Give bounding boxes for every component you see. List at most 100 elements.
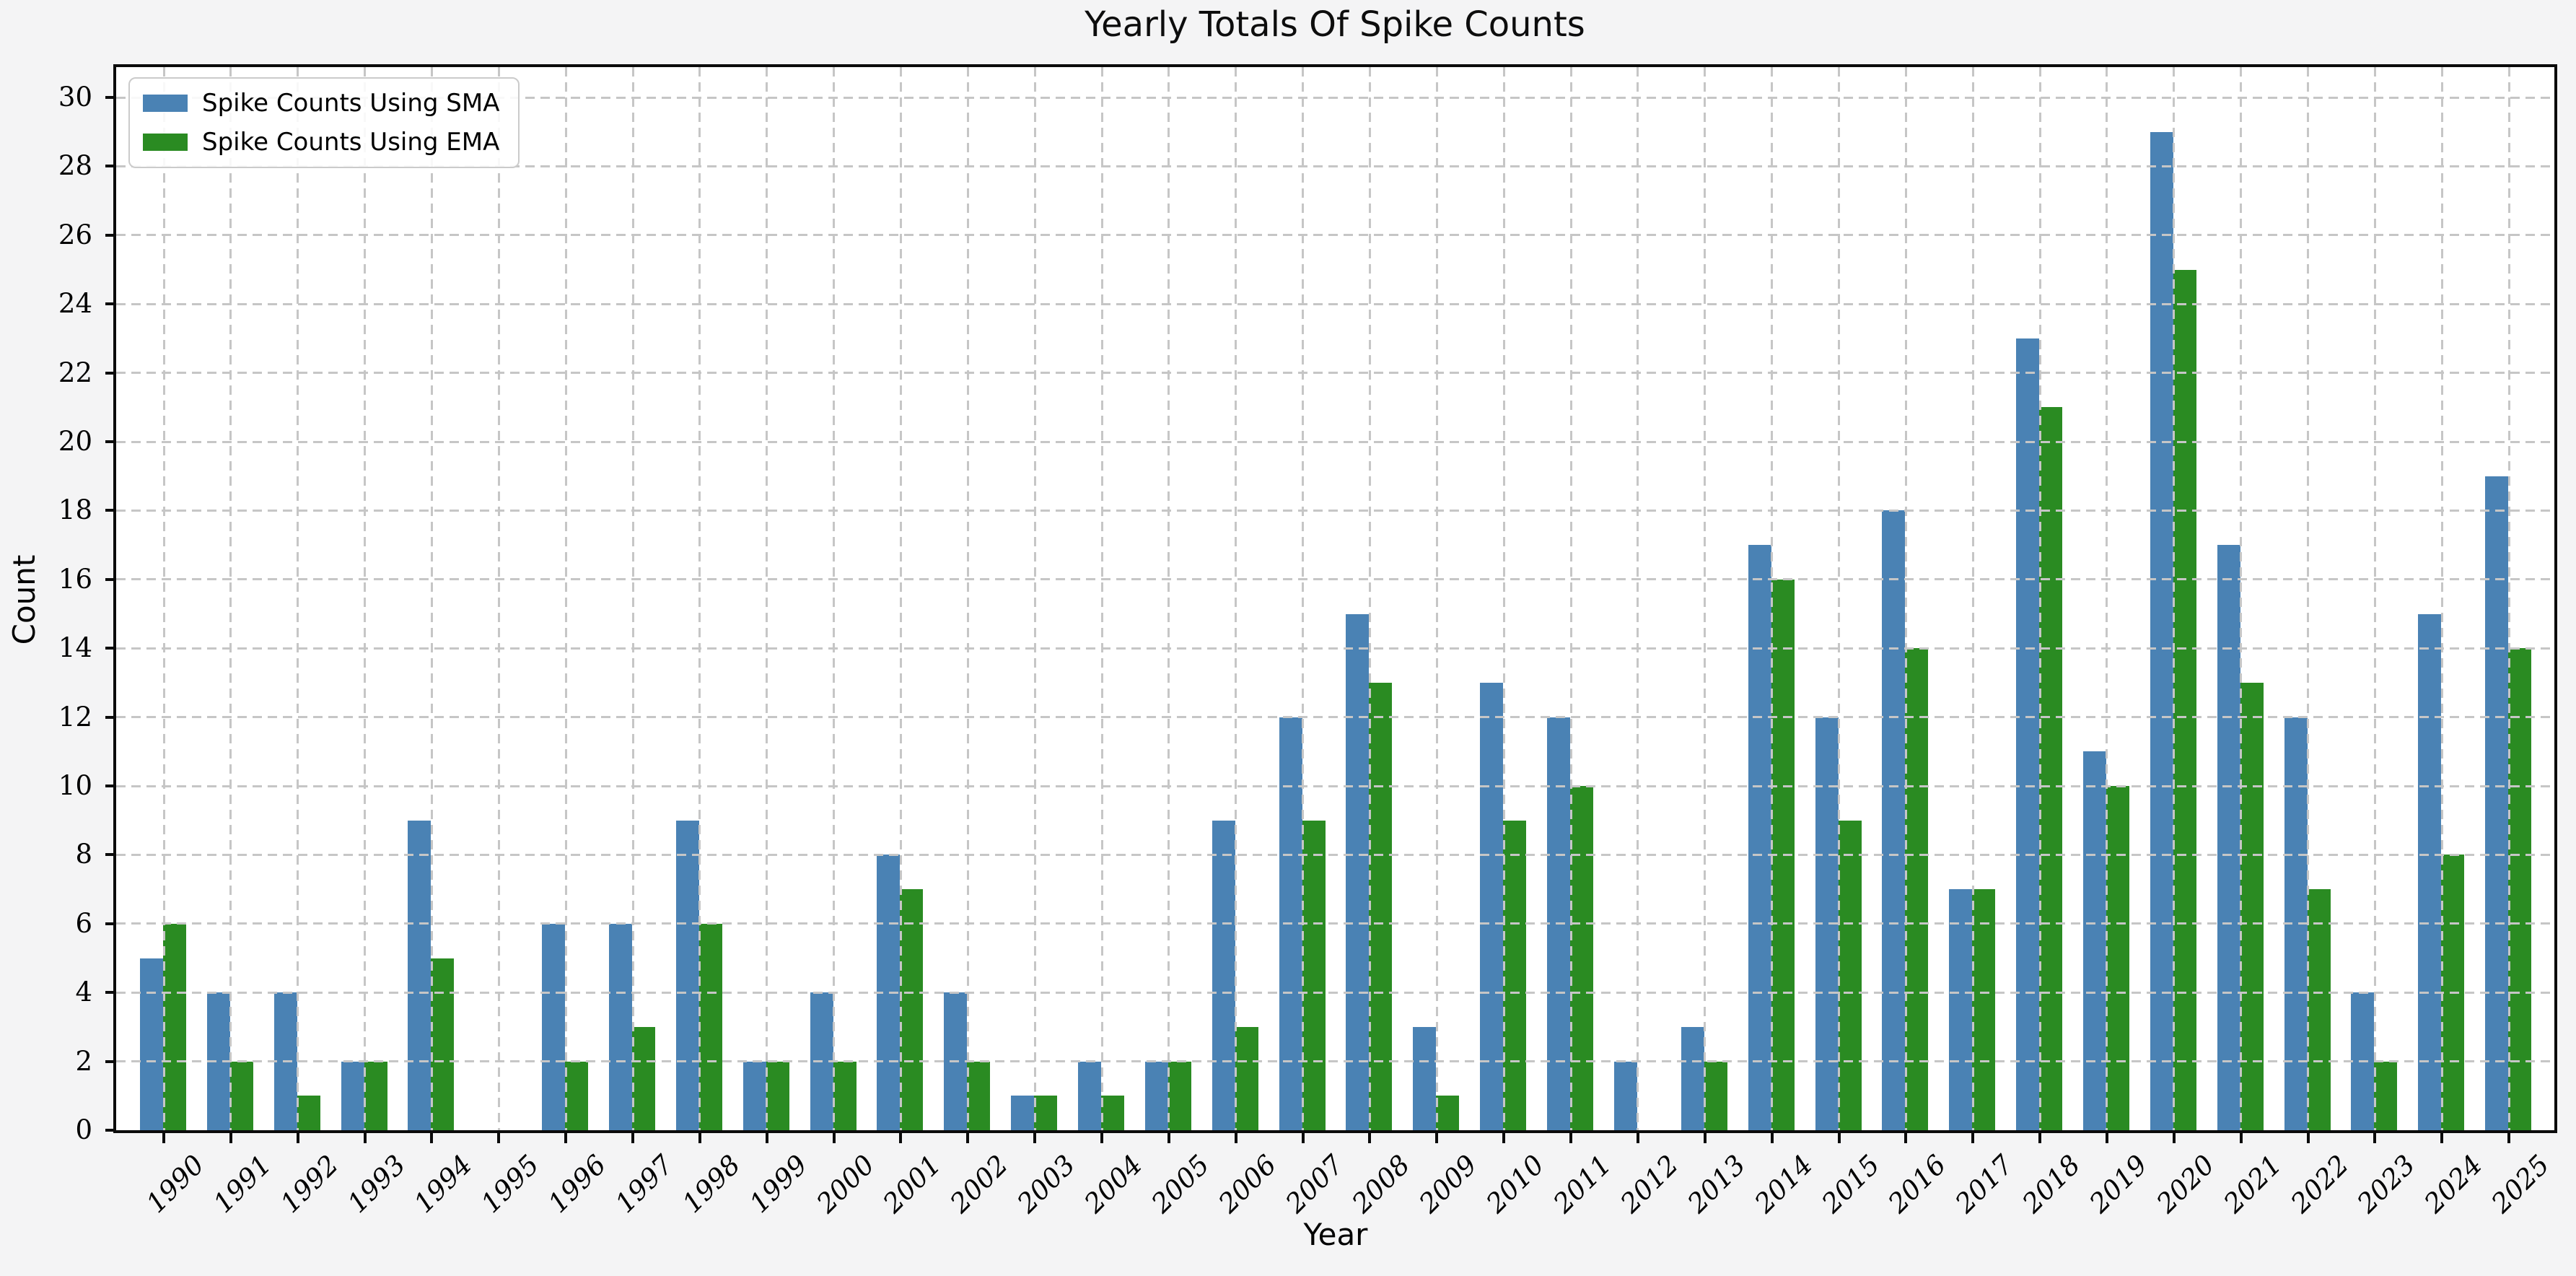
x-tick-1996 (564, 1133, 568, 1143)
gridline-h-4 (116, 991, 2554, 994)
gridline-h-28 (116, 165, 2554, 167)
bar-ema-1999 (766, 1061, 789, 1130)
gridline-v-2001 (899, 67, 902, 1130)
gridline-v-1999 (766, 67, 768, 1130)
y-tick-label-16: 16 (58, 563, 92, 595)
gridline-h-2 (116, 1060, 2554, 1063)
bar-ema-2023 (2374, 1061, 2398, 1130)
bar-sma-2017 (1949, 889, 1973, 1130)
gridline-v-2009 (1435, 67, 1438, 1130)
chart-title: Yearly Totals Of Spike Counts (1085, 4, 1585, 45)
legend-item-sma: Spike Counts Using SMA (143, 89, 499, 118)
bar-sma-1999 (742, 1061, 766, 1130)
gridline-v-2019 (2106, 67, 2108, 1130)
gridline-v-1996 (564, 67, 567, 1130)
x-tick-2015 (1837, 1133, 1841, 1143)
bar-sma-2013 (1681, 1026, 1704, 1130)
bar-ema-2006 (1235, 1026, 1258, 1130)
gridline-v-2010 (1502, 67, 1505, 1130)
bar-ema-2002 (967, 1061, 991, 1130)
x-tick-2006 (1234, 1133, 1237, 1143)
x-tick-2017 (1971, 1133, 1975, 1143)
bar-ema-2003 (1034, 1096, 1058, 1130)
x-tick-2011 (1569, 1133, 1573, 1143)
x-tick-2001 (899, 1133, 903, 1143)
bar-ema-2007 (1302, 820, 1326, 1130)
gridline-v-2011 (1569, 67, 1572, 1130)
x-tick-2014 (1770, 1133, 1774, 1143)
y-tick-16 (105, 577, 116, 581)
y-tick-label-20: 20 (58, 426, 92, 457)
legend-label-ema: Spike Counts Using EMA (202, 128, 500, 157)
y-tick-label-26: 26 (58, 219, 92, 250)
y-tick-0 (105, 1129, 116, 1132)
gridline-h-18 (116, 509, 2554, 512)
gridline-v-2015 (1838, 67, 1840, 1130)
bar-sma-2005 (1144, 1061, 1168, 1130)
gridline-v-2017 (1971, 67, 1974, 1130)
bar-ema-1991 (229, 1061, 253, 1130)
y-tick-label-10: 10 (58, 770, 92, 801)
bar-ema-2004 (1101, 1096, 1125, 1130)
x-tick-2012 (1636, 1133, 1639, 1143)
y-tick-18 (105, 509, 116, 512)
bar-sma-2006 (1212, 820, 1235, 1130)
bar-sma-2009 (1413, 1026, 1437, 1130)
bar-sma-2014 (1748, 545, 1771, 1130)
bar-ema-1994 (431, 958, 455, 1130)
gridline-v-2025 (2507, 67, 2510, 1130)
gridline-v-2016 (1904, 67, 1907, 1130)
x-tick-2016 (1904, 1133, 1908, 1143)
x-tick-2002 (966, 1133, 970, 1143)
gridline-v-1992 (297, 67, 299, 1130)
y-tick-10 (105, 785, 116, 787)
x-tick-2004 (1100, 1133, 1104, 1143)
bar-sma-2024 (2418, 613, 2442, 1130)
bar-ema-1992 (297, 1096, 320, 1130)
bar-sma-1996 (542, 923, 566, 1130)
gridline-h-6 (116, 922, 2554, 925)
bar-ema-2009 (1436, 1096, 1460, 1130)
x-tick-2023 (2373, 1133, 2377, 1143)
legend: Spike Counts Using SMA Spike Counts Usin… (128, 77, 520, 168)
x-tick-2019 (2105, 1133, 2108, 1143)
legend-item-ema: Spike Counts Using EMA (143, 128, 499, 157)
gridline-v-1994 (430, 67, 433, 1130)
bar-ema-2016 (1905, 648, 1929, 1130)
bar-ema-2025 (2508, 648, 2532, 1130)
bar-sma-2003 (1011, 1096, 1035, 1130)
bar-sma-2010 (1480, 682, 1504, 1130)
gridline-v-2012 (1637, 67, 1639, 1130)
x-tick-1994 (430, 1133, 434, 1143)
gridline-v-2022 (2307, 67, 2310, 1130)
gridline-v-2005 (1167, 67, 1170, 1130)
gridline-v-2014 (1771, 67, 1774, 1130)
gridline-v-2018 (2038, 67, 2041, 1130)
bar-ema-1990 (163, 923, 186, 1130)
x-tick-2003 (1033, 1133, 1037, 1143)
bar-sma-2018 (2016, 338, 2040, 1130)
bar-ema-2018 (2039, 407, 2063, 1130)
y-tick-30 (105, 96, 116, 99)
gridline-v-1993 (364, 67, 367, 1130)
x-tick-1997 (631, 1133, 635, 1143)
bar-ema-2001 (900, 889, 924, 1130)
x-tick-2024 (2440, 1133, 2444, 1143)
plot-area: Spike Counts Using SMA Spike Counts Usin… (113, 64, 2557, 1133)
gridline-h-14 (116, 647, 2554, 650)
x-tick-2018 (2038, 1133, 2042, 1143)
gridline-h-24 (116, 302, 2554, 305)
bar-ema-1997 (632, 1026, 656, 1130)
y-tick-28 (105, 165, 116, 168)
gridline-v-2000 (833, 67, 836, 1130)
y-tick-label-24: 24 (58, 288, 92, 320)
gridline-h-26 (116, 234, 2554, 237)
x-axis-label: Year (1303, 1217, 1368, 1252)
bar-ema-1996 (565, 1061, 589, 1130)
gridline-v-2023 (2373, 67, 2376, 1130)
bar-sma-2020 (2150, 131, 2173, 1130)
y-tick-label-6: 6 (75, 907, 92, 939)
gridline-h-10 (116, 785, 2554, 787)
bar-sma-1994 (408, 820, 431, 1130)
y-tick-label-30: 30 (58, 82, 92, 113)
